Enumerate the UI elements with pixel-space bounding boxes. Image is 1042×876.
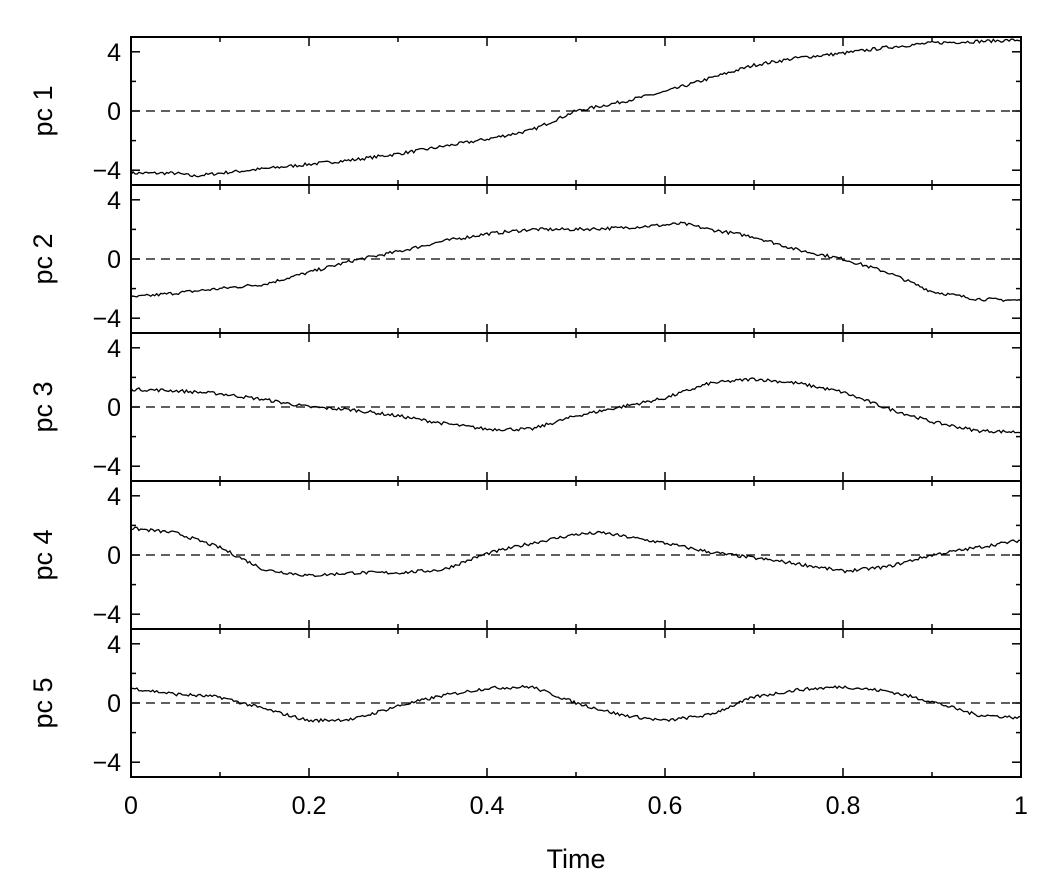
x-tick-label: 0.8: [826, 792, 861, 820]
panel-y-label: pc 4: [28, 529, 58, 580]
y-tick-label: 4: [107, 631, 121, 659]
series-line: [130, 684, 1022, 724]
panel-3: −4 0 4 pc 3: [28, 332, 1022, 482]
x-axis-labels: 0 0.2 0.4 0.6 0.8 1: [124, 792, 1028, 820]
y-tick-label: 4: [107, 335, 121, 363]
y-tick-label: 0: [107, 394, 121, 422]
series-line: [130, 221, 1022, 303]
x-axis-title: Time: [547, 844, 606, 874]
y-tick-label: 0: [107, 690, 121, 718]
x-tick-label: 0.4: [470, 792, 505, 820]
series-line: [130, 38, 1022, 178]
series-line: [130, 526, 1022, 578]
y-tick-label: −4: [92, 453, 121, 481]
x-tick-label: 1: [1014, 792, 1028, 820]
y-tick-label: 4: [107, 187, 121, 215]
panel-y-label: pc 1: [28, 85, 58, 136]
series-line: [130, 377, 1022, 434]
y-tick-label: 4: [107, 39, 121, 67]
y-tick-label: −4: [92, 749, 121, 777]
y-tick-label: −4: [92, 601, 121, 629]
panel-1: −4 0 4 pc 1: [28, 36, 1022, 186]
y-tick-label: 0: [107, 542, 121, 570]
panel-5: −4 0 4 pc 5: [28, 628, 1022, 778]
panel-y-label: pc 3: [28, 381, 58, 432]
panel-y-label: pc 2: [28, 233, 58, 284]
y-tick-label: −4: [92, 157, 121, 185]
y-tick-label: 0: [107, 98, 121, 126]
panel-y-label: pc 5: [28, 677, 58, 728]
panel-2: −4 0 4 pc 2: [28, 184, 1022, 334]
panel-4: −4 0 4 pc 4: [28, 480, 1022, 630]
y-tick-label: 4: [107, 483, 121, 511]
y-tick-label: 0: [107, 246, 121, 274]
x-tick-label: 0.2: [292, 792, 327, 820]
y-tick-label: −4: [92, 305, 121, 333]
x-tick-label: 0.6: [648, 792, 683, 820]
x-tick-label: 0: [124, 792, 138, 820]
chart-panels: −4 0 4 pc 1 −4 0 4 pc 2 −4 0 4 pc 3 −4 0 4 pc 4 −4 0 4 pc 5: [28, 36, 1022, 778]
